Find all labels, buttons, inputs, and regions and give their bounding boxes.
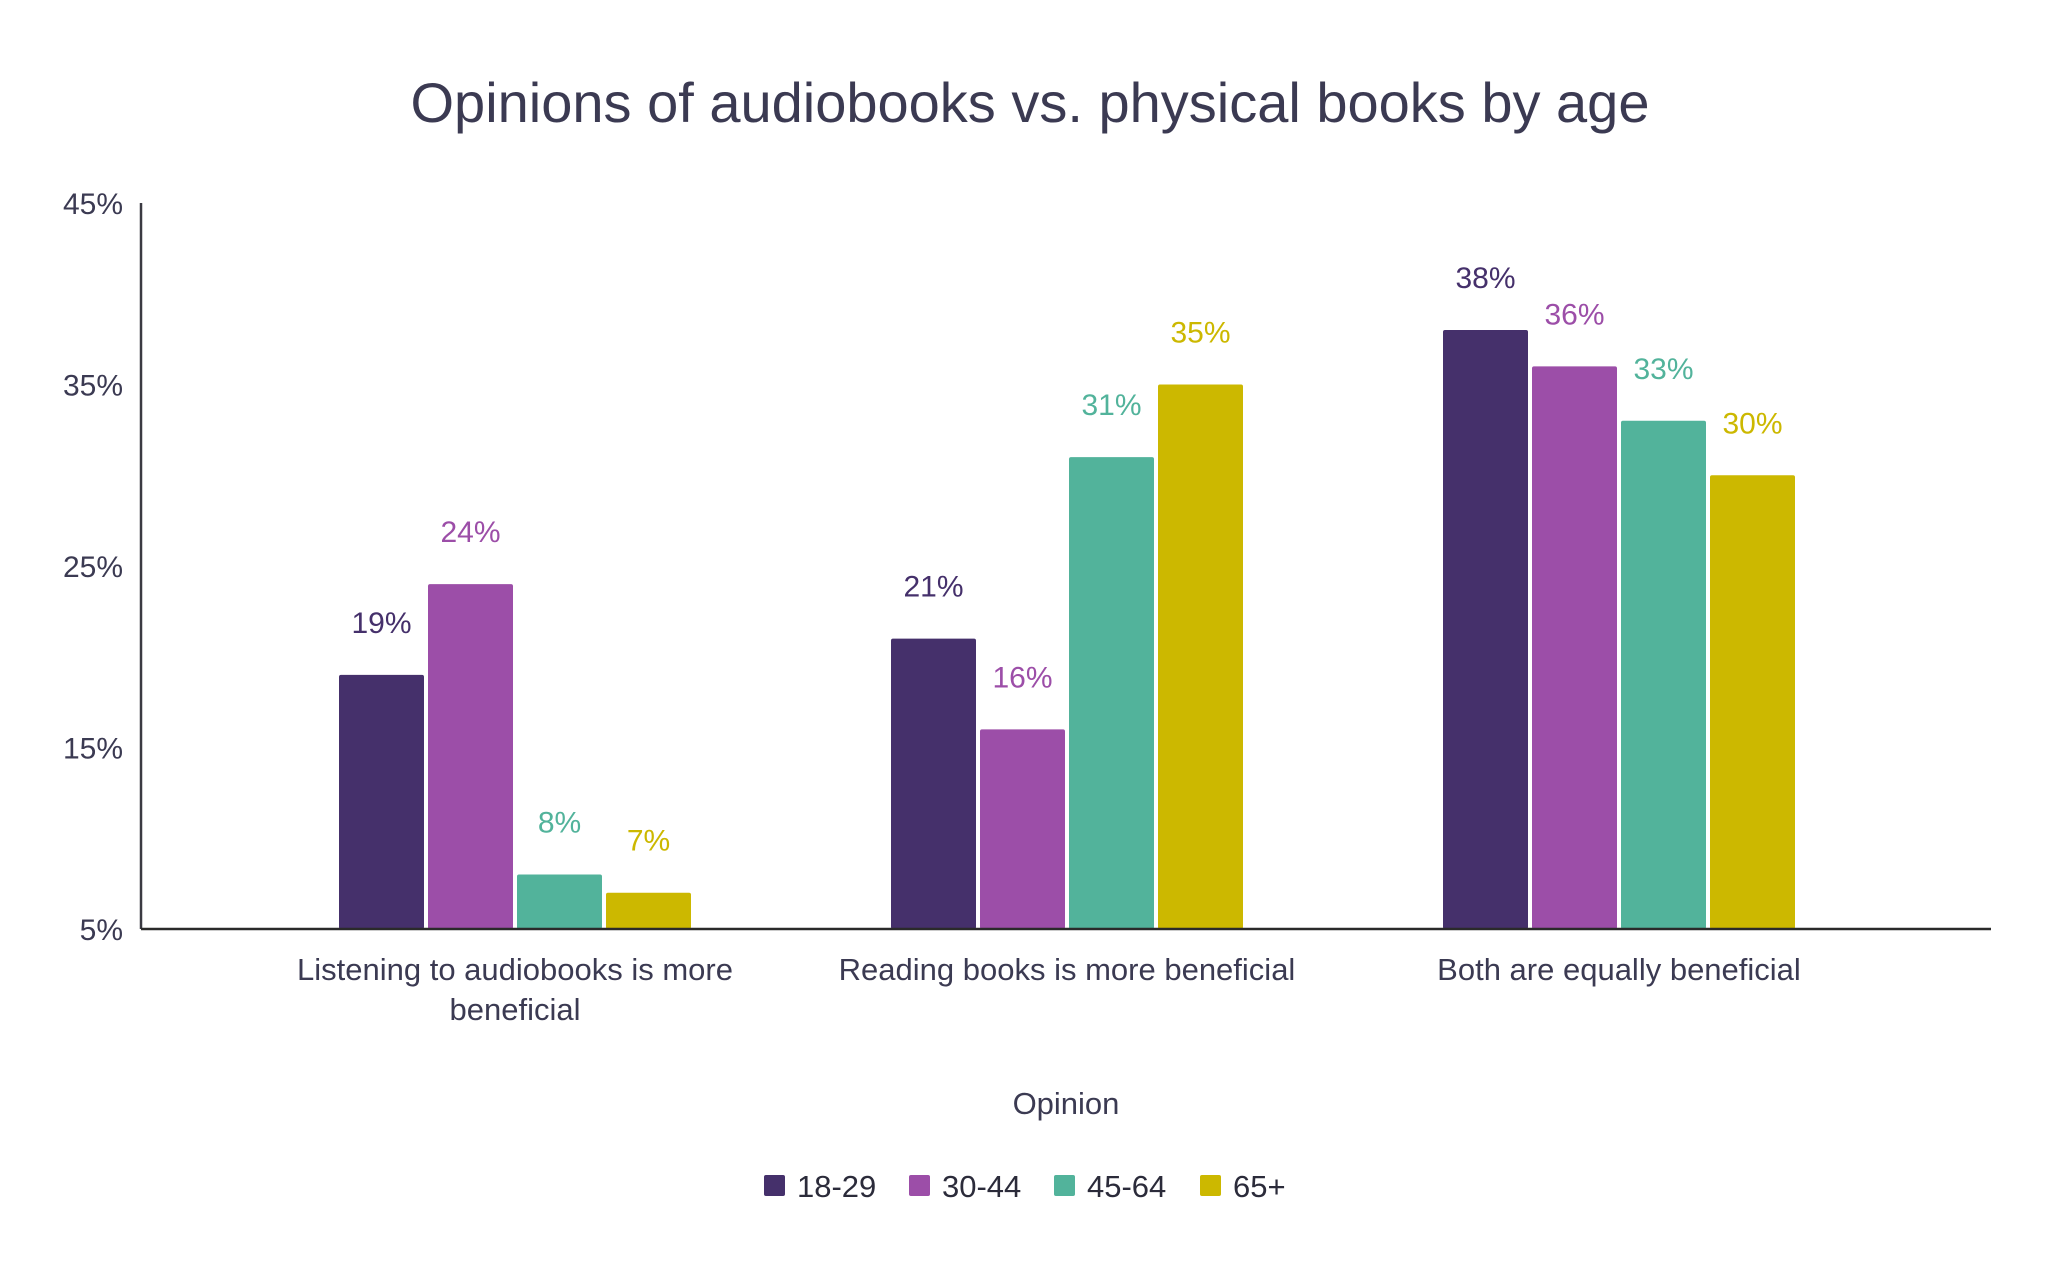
x-tick-label: Both are equally beneficial: [1437, 952, 1801, 987]
data-label: 19%: [351, 607, 411, 640]
data-label: 33%: [1633, 353, 1693, 386]
x-axis-title: Opinion: [1013, 1086, 1120, 1121]
bar-30-44-2: [1532, 366, 1617, 930]
bar-65+-0: [606, 892, 691, 929]
data-label: 24%: [440, 516, 500, 549]
y-axis-ticks: 5% 15% 25% 35% 45%: [63, 188, 123, 947]
x-axis-categories: Listening to audiobooks is more beneficia…: [297, 952, 1801, 1027]
bar-65+-1: [1158, 384, 1243, 929]
y-tick-label: 15%: [63, 733, 123, 766]
data-label: 21%: [903, 571, 963, 604]
legend-label: 18-29: [797, 1169, 876, 1204]
legend-label: 45-64: [1087, 1169, 1166, 1204]
data-label: 38%: [1455, 262, 1515, 295]
y-tick-label: 45%: [63, 188, 123, 221]
data-label: 8%: [538, 807, 581, 840]
data-label: 16%: [992, 661, 1052, 694]
bar-65+-2: [1710, 475, 1795, 929]
bar-45-64-2: [1621, 420, 1706, 929]
legend-label: 65+: [1233, 1169, 1286, 1204]
legend-item-45-64[interactable]: 45-64: [1054, 1169, 1166, 1204]
data-label: 35%: [1170, 317, 1230, 350]
bar-45-64-1: [1069, 457, 1154, 929]
legend-swatch: [1200, 1175, 1221, 1196]
data-label: 30%: [1722, 407, 1782, 440]
legend-swatch: [909, 1175, 930, 1196]
x-tick-label: Listening to audiobooks is more: [297, 952, 733, 987]
chart-title: Opinions of audiobooks vs. physical book…: [411, 71, 1650, 134]
data-label: 36%: [1544, 298, 1604, 331]
y-tick-label: 25%: [63, 551, 123, 584]
bar-18-29-1: [891, 638, 976, 929]
x-tick-label: Reading books is more beneficial: [839, 952, 1296, 987]
bar-30-44-1: [980, 729, 1065, 929]
y-tick-label: 5%: [80, 914, 123, 947]
legend-label: 30-44: [942, 1169, 1021, 1204]
bar-18-29-0: [339, 674, 424, 929]
legend-item-65+[interactable]: 65+: [1200, 1169, 1286, 1204]
legend-swatch: [1054, 1175, 1075, 1196]
legend-swatch: [764, 1175, 785, 1196]
x-tick-label: beneficial: [450, 992, 581, 1027]
data-labels: 19% 24% 8% 7% 21% 16% 31% 35% 38% 36% 33% 30%: [351, 262, 1782, 858]
bars: [339, 330, 1795, 930]
legend-item-18-29[interactable]: 18-29: [764, 1169, 876, 1204]
legend: 18-29 30-44 45-64 65+: [764, 1169, 1286, 1204]
bar-45-64-0: [517, 874, 602, 929]
y-tick-label: 35%: [63, 370, 123, 403]
bar-30-44-0: [428, 584, 513, 929]
bar-18-29-2: [1443, 330, 1528, 929]
data-label: 7%: [627, 825, 670, 858]
data-label: 31%: [1081, 389, 1141, 422]
legend-item-30-44[interactable]: 30-44: [909, 1169, 1021, 1204]
